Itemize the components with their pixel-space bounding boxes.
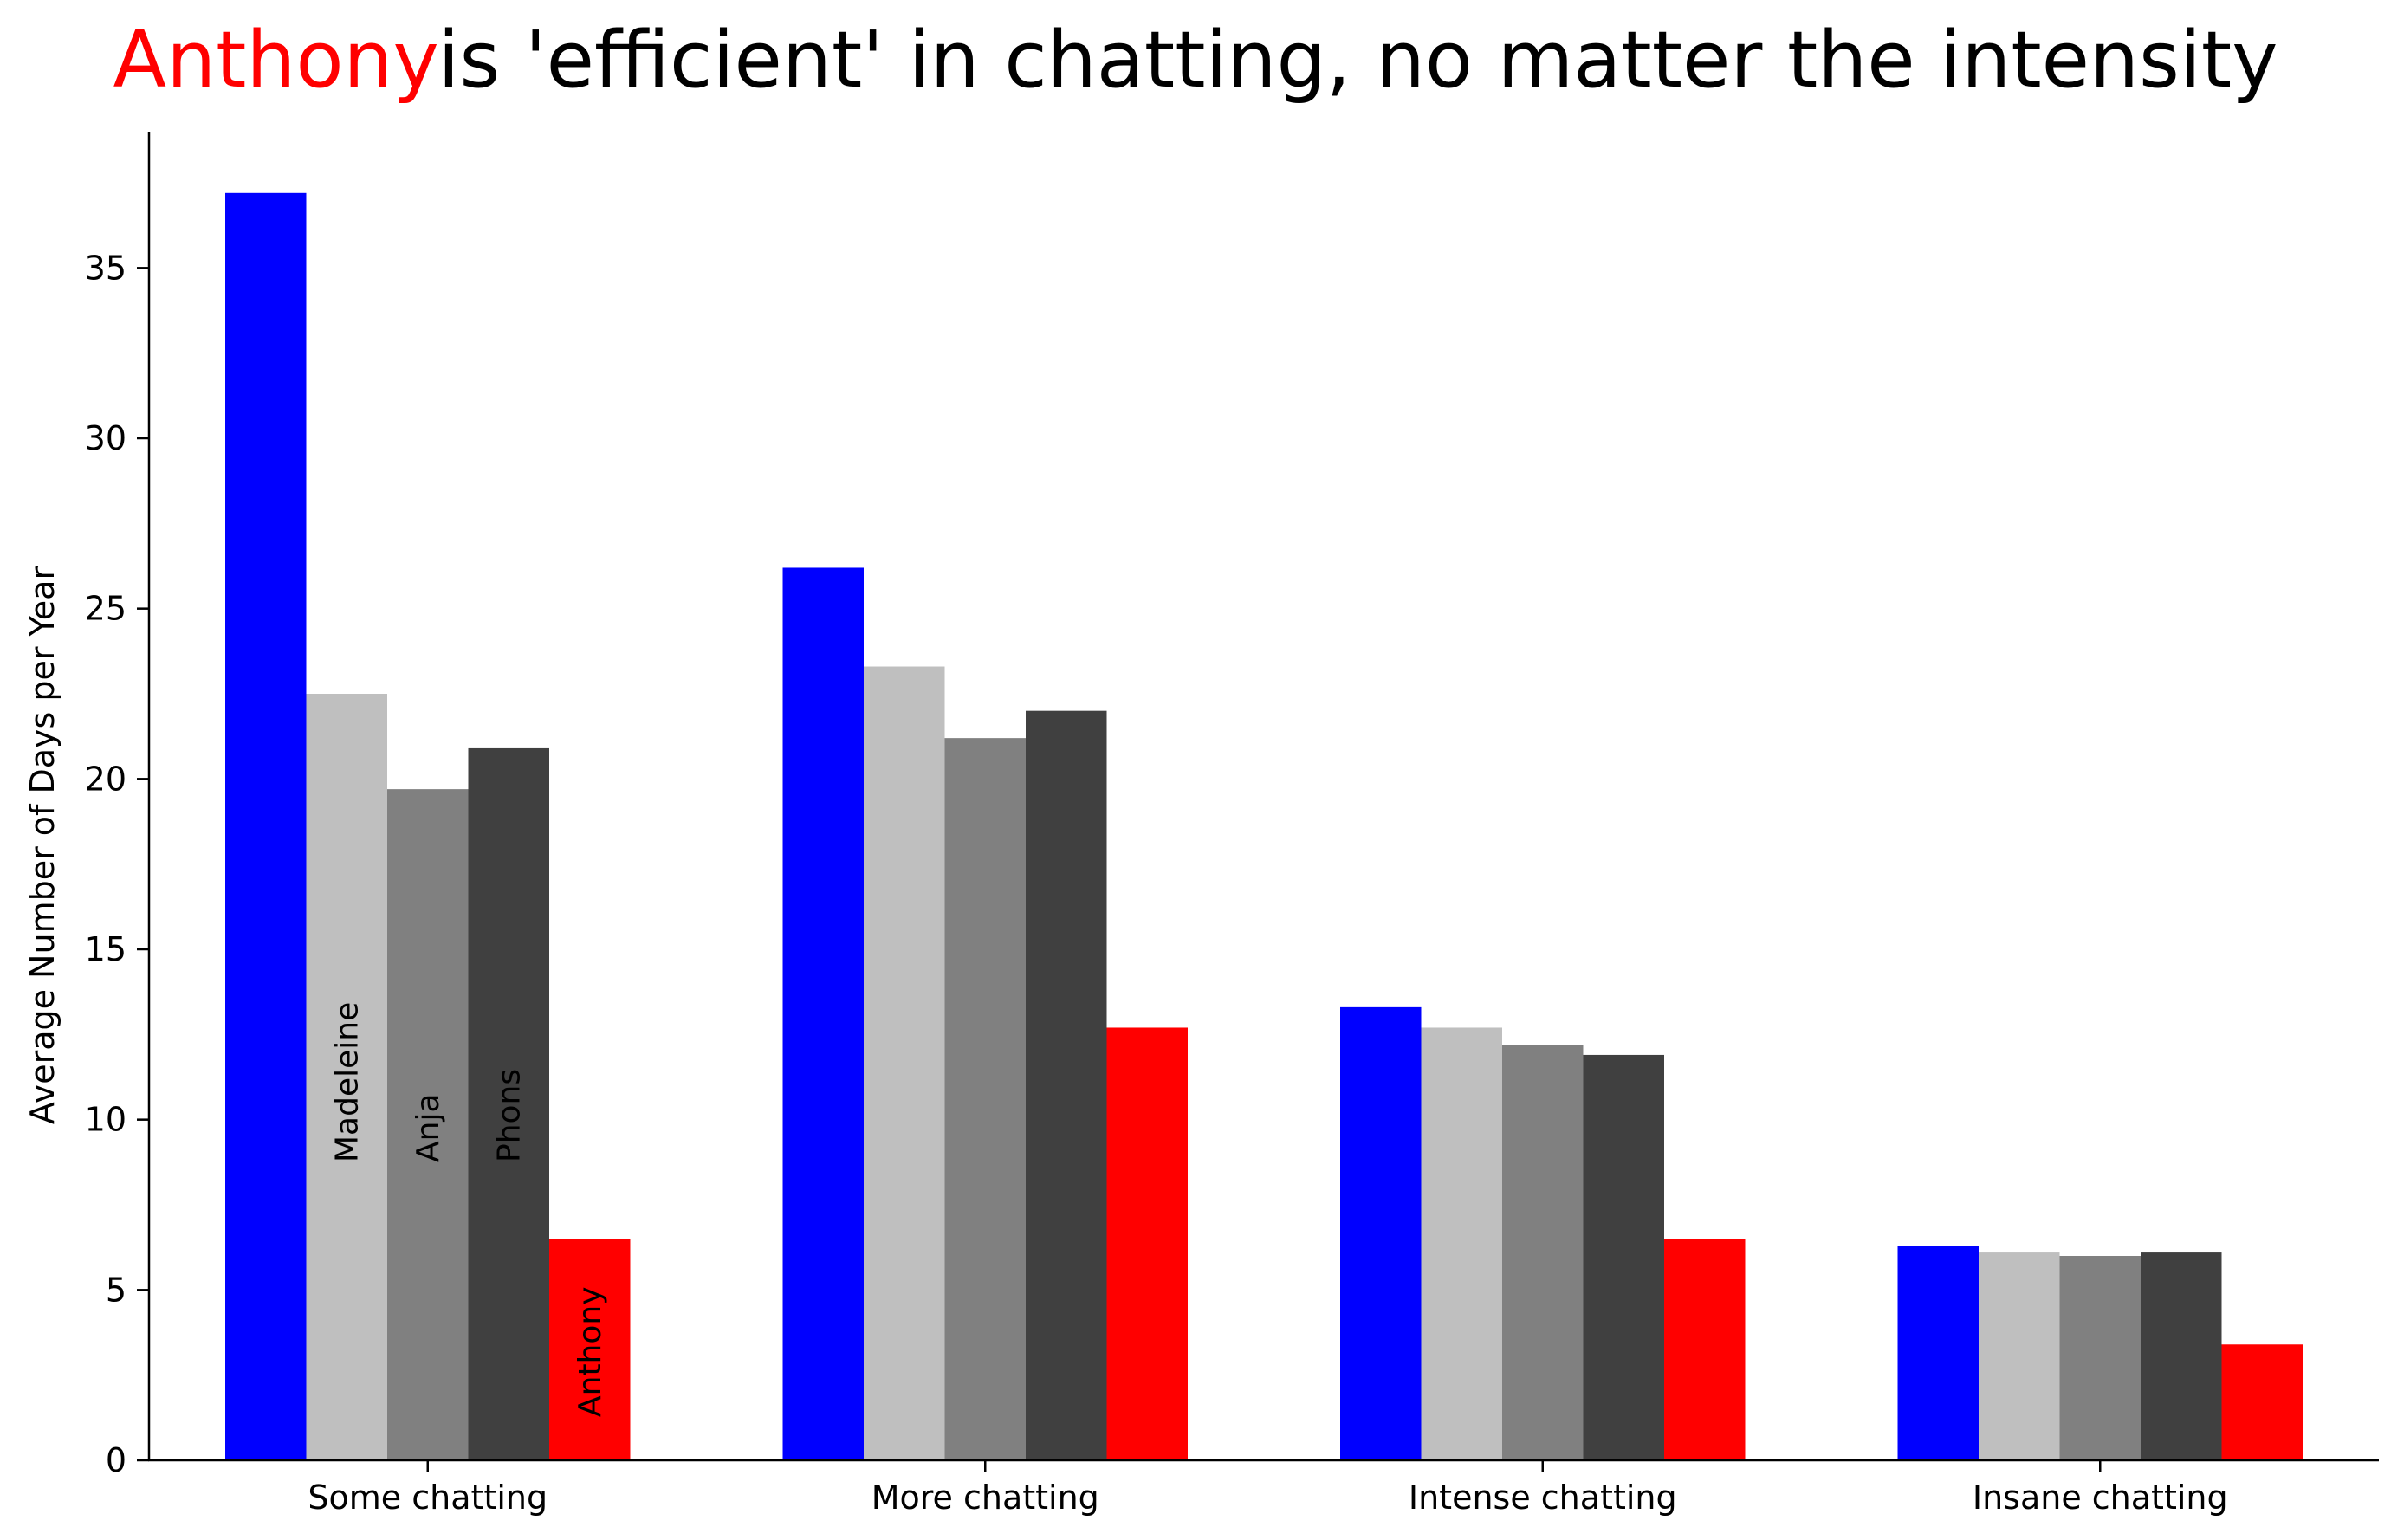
bar-name-label-phons: Phons [491,1069,527,1162]
bar-anja-insane-chatting [2059,1256,2141,1460]
y-axis-label: Average Number of Days per Year [23,566,62,1125]
y-tick-label-15: 15 [85,930,126,968]
y-tick-label-0: 0 [106,1441,126,1479]
y-tick-label-10: 10 [85,1101,126,1139]
y-tick-label-25: 25 [85,590,126,628]
bar-anthony-intense-chatting [1664,1239,1746,1460]
bar-madeleine-some-chatting [306,694,387,1460]
y-tick-label-35: 35 [85,249,126,287]
bar-labels-layer: Madeleine Anja Phons Anthony [329,1002,608,1417]
axes-layer: 0 5 10 15 20 25 30 35 Some chatting More chatting… [85,132,2379,1517]
bar-series-1-some-chatting [225,192,307,1460]
bar-madeleine-more-chatting [864,666,945,1460]
bar-anthony-some-chatting [549,1239,631,1460]
bar-name-label-anja: Anja [411,1093,446,1162]
bar-anja-intense-chatting [1502,1045,1584,1460]
bar-series-1-intense-chatting [1340,1006,1422,1460]
bar-anja-some-chatting [387,789,469,1460]
bar-anthony-more-chatting [1106,1027,1188,1460]
bars-layer [225,192,2303,1460]
bar-madeleine-intense-chatting [1421,1027,1502,1460]
bar-phons-more-chatting [1026,710,1107,1460]
x-tick-label-some-chatting: Some chatting [308,1479,548,1517]
bar-name-label-anthony: Anthony [573,1286,608,1417]
bar-series-1-more-chatting [782,567,864,1460]
chart-title-rest: is 'efficient' in chatting, no matter th… [437,15,2278,106]
bar-phons-some-chatting [468,747,549,1460]
bar-anthony-insane-chatting [2221,1344,2303,1460]
bar-phons-insane-chatting [2141,1252,2222,1460]
bar-series-1-insane-chatting [1897,1246,1979,1460]
x-tick-label-more-chatting: More chatting [872,1479,1099,1517]
bar-anja-more-chatting [944,738,1026,1460]
y-tick-label-20: 20 [85,760,126,798]
bar-phons-intense-chatting [1583,1054,1664,1460]
bar-madeleine-insane-chatting [1979,1252,2060,1460]
x-tick-label-insane-chatting: Insane chatting [1973,1479,2228,1517]
bar-name-label-madeleine: Madeleine [329,1002,365,1162]
y-tick-label-30: 30 [85,419,126,457]
chart-title-highlight: Anthony [113,15,439,106]
x-tick-label-intense-chatting: Intense chatting [1409,1479,1677,1517]
chart-title: Anthony is 'efficient' in chatting, no m… [113,15,2278,106]
y-tick-label-5: 5 [106,1271,126,1309]
